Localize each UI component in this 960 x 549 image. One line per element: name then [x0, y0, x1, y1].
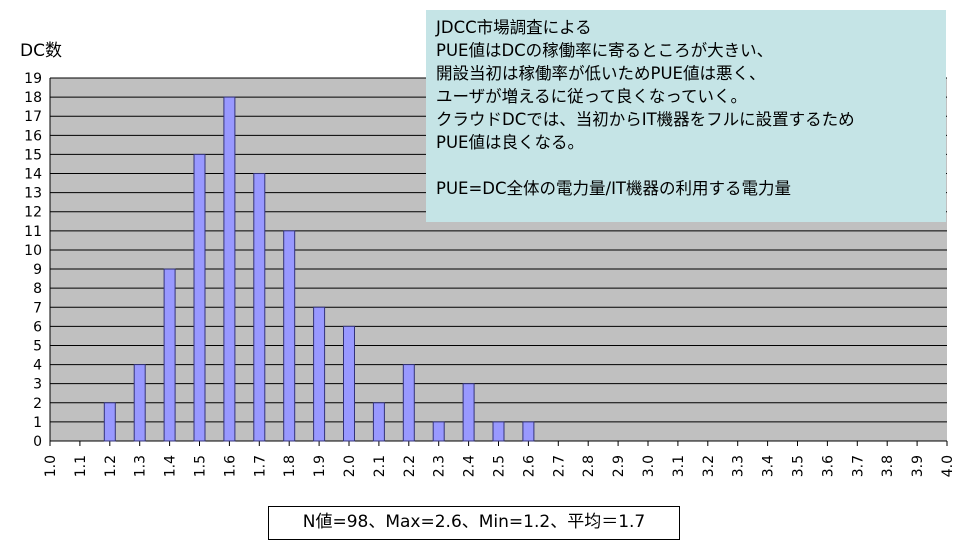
x-tick-label: 2.9: [611, 455, 627, 477]
bar: [133, 364, 146, 442]
bar: [343, 325, 355, 442]
x-tick-label: 1.4: [163, 455, 179, 477]
y-axis-label: DC数: [20, 41, 62, 61]
annotation-line: PUE値はDCの稼働率に寄るところが大きい、: [436, 41, 774, 60]
x-tick-label: 2.4: [462, 455, 478, 477]
y-tick-label: 15: [24, 147, 42, 163]
x-tick-label: 3.8: [880, 455, 896, 477]
x-tick-label: 1.8: [282, 455, 298, 477]
annotation-box: JDCC市場調査による PUE値はDCの稼働率に寄るところが大きい、 開設当初は…: [426, 10, 946, 222]
y-tick-label: 4: [33, 358, 42, 374]
x-tick-label: 3.3: [731, 455, 747, 477]
y-tick-label: 0: [33, 434, 42, 450]
y-tick-label: 10: [24, 243, 42, 259]
bar: [522, 421, 535, 442]
x-tick-label: 3.2: [701, 455, 717, 477]
x-tick-label: 3.1: [671, 455, 687, 477]
y-tick-label: 13: [24, 186, 42, 202]
y-tick-label: 14: [24, 167, 42, 183]
annotation-line: ユーザが増えるに従って良くなっていく。: [436, 87, 748, 106]
y-tick-label: 6: [33, 319, 42, 335]
y-tick-label: 2: [33, 396, 42, 412]
y-tick-label: 11: [24, 224, 42, 240]
bar: [492, 421, 505, 442]
x-tick-label: 1.3: [133, 455, 149, 477]
summary-stats-box: N値=98、Max=2.6、Min=1.2、平均＝1.7: [268, 506, 680, 540]
x-tick-label: 2.8: [581, 455, 597, 477]
x-tick-label: 4.0: [940, 455, 956, 477]
bar: [103, 402, 116, 442]
y-tick-label: 18: [24, 90, 42, 106]
y-tick-label: 17: [24, 109, 42, 125]
bar: [402, 364, 415, 442]
y-tick-label: 9: [33, 262, 42, 278]
annotation-line: クラウドDCでは、当初からIT機器をフルに設置するため: [436, 110, 855, 129]
x-tick-label: 1.9: [312, 455, 328, 477]
annotation-line: PUE=DC全体の電力量/IT機器の利用する電力量: [436, 179, 792, 198]
x-tick-label: 1.1: [73, 455, 89, 477]
x-tick-label: 1.5: [193, 455, 209, 477]
y-tick-label: 1: [33, 415, 42, 431]
y-tick-label: 3: [33, 377, 42, 393]
x-tick-label: 1.7: [252, 455, 268, 477]
y-tick-label: 16: [24, 128, 42, 144]
x-tick-label: 1.6: [222, 455, 238, 477]
x-tick-label: 2.3: [432, 455, 448, 477]
bar: [313, 306, 326, 442]
bar: [253, 173, 266, 442]
x-tick-label: 2.1: [372, 455, 388, 477]
x-tick-label: 1.2: [103, 455, 119, 477]
y-tick-label: 5: [33, 338, 42, 354]
bar: [223, 96, 236, 442]
bar: [372, 402, 385, 442]
annotation-line: 開設当初は稼働率が低いためPUE値は悪く、: [436, 64, 766, 83]
bar: [462, 383, 475, 442]
x-tick-label: 3.6: [820, 455, 836, 477]
y-tick-label: 12: [24, 205, 42, 221]
x-tick-label: 3.0: [641, 455, 657, 477]
x-tick-label: 2.6: [521, 455, 537, 477]
y-tick-label: 7: [33, 300, 42, 316]
x-tick-label: 1.0: [43, 455, 59, 477]
y-tick-label: 8: [33, 281, 42, 297]
x-tick-label: 3.9: [910, 455, 926, 477]
bar: [193, 153, 206, 442]
x-tick-label: 3.5: [791, 455, 807, 477]
bar: [163, 268, 176, 442]
annotation-line: PUE値は良くなる。: [436, 133, 584, 152]
annotation-line: JDCC市場調査による: [436, 18, 592, 37]
annotation-spacer: [436, 154, 936, 177]
bar: [283, 230, 296, 442]
x-tick-label: 3.4: [761, 455, 777, 477]
y-tick-label: 19: [24, 71, 42, 87]
x-tick-label: 2.5: [492, 455, 508, 477]
x-tick-label: 2.2: [402, 455, 418, 477]
bar: [432, 421, 445, 442]
x-tick-label: 3.7: [850, 455, 866, 477]
x-tick-label: 2.7: [551, 455, 567, 477]
x-tick-label: 2.0: [342, 455, 358, 477]
